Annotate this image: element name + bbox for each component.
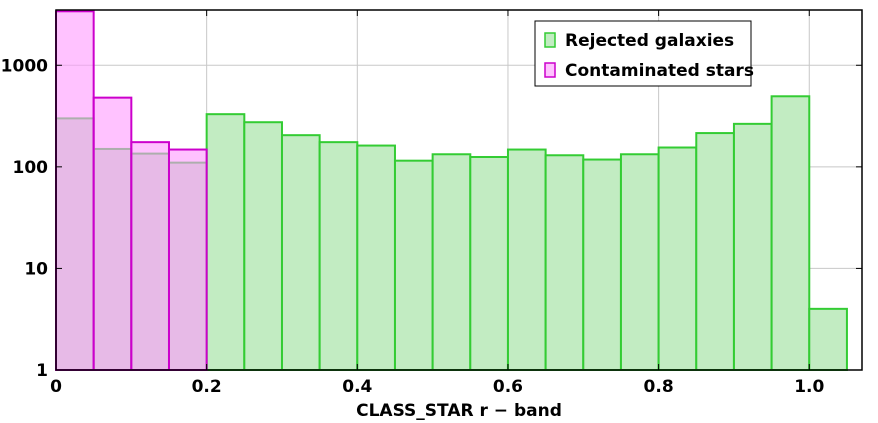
bar-contaminated-stars bbox=[130, 141, 170, 371]
legend-label: Rejected galaxies bbox=[565, 31, 734, 51]
bar-rejected-galaxies bbox=[356, 144, 396, 371]
bar-rejected-galaxies bbox=[695, 132, 735, 371]
x-tick-label: 1.0 bbox=[794, 377, 824, 397]
bar-rejected-galaxies bbox=[469, 155, 509, 371]
bar-contaminated-stars bbox=[167, 148, 208, 371]
y-tick-label: 1000 bbox=[1, 56, 48, 76]
y-tick-label: 100 bbox=[13, 158, 49, 178]
legend-swatch bbox=[544, 32, 556, 48]
bar-rejected-galaxies bbox=[431, 153, 472, 371]
y-tick-label: 10 bbox=[24, 259, 48, 279]
y-tick-label: 1 bbox=[36, 361, 48, 381]
x-tick-label: 0.2 bbox=[192, 377, 222, 397]
bar-rejected-galaxies bbox=[582, 158, 622, 371]
bar-rejected-galaxies bbox=[657, 146, 698, 371]
x-tick-label: 0.4 bbox=[342, 377, 372, 397]
bar-rejected-galaxies bbox=[619, 153, 660, 371]
bar-rejected-galaxies bbox=[318, 141, 359, 371]
bar-rejected-galaxies bbox=[393, 159, 434, 371]
bar-contaminated-stars bbox=[92, 96, 133, 371]
bars bbox=[55, 10, 848, 372]
x-tick-label: 0.8 bbox=[644, 377, 674, 397]
bar-rejected-galaxies bbox=[770, 95, 811, 371]
x-tick-label: 0 bbox=[50, 377, 62, 397]
bar-rejected-galaxies bbox=[205, 113, 246, 372]
x-tick-label: 0.6 bbox=[493, 377, 523, 397]
bar-rejected-galaxies bbox=[732, 122, 773, 371]
legend-box bbox=[534, 20, 752, 87]
bar-rejected-galaxies bbox=[808, 307, 848, 372]
bar-rejected-galaxies bbox=[280, 134, 321, 371]
plot-frame bbox=[55, 9, 863, 371]
bar-rejected-galaxies bbox=[506, 148, 547, 371]
bar-rejected-galaxies bbox=[243, 121, 283, 371]
legend-label: Contaminated stars bbox=[565, 61, 754, 81]
legend: Rejected galaxies Contaminated stars bbox=[534, 20, 754, 87]
bar-rejected-galaxies bbox=[544, 154, 585, 371]
legend-swatch bbox=[544, 62, 556, 78]
axis-ticks: 0 0.2 0.4 0.6 0.8 1.0 1 10 100 1000 bbox=[1, 10, 862, 397]
x-axis-title: CLASS_STAR r − band bbox=[356, 401, 562, 421]
